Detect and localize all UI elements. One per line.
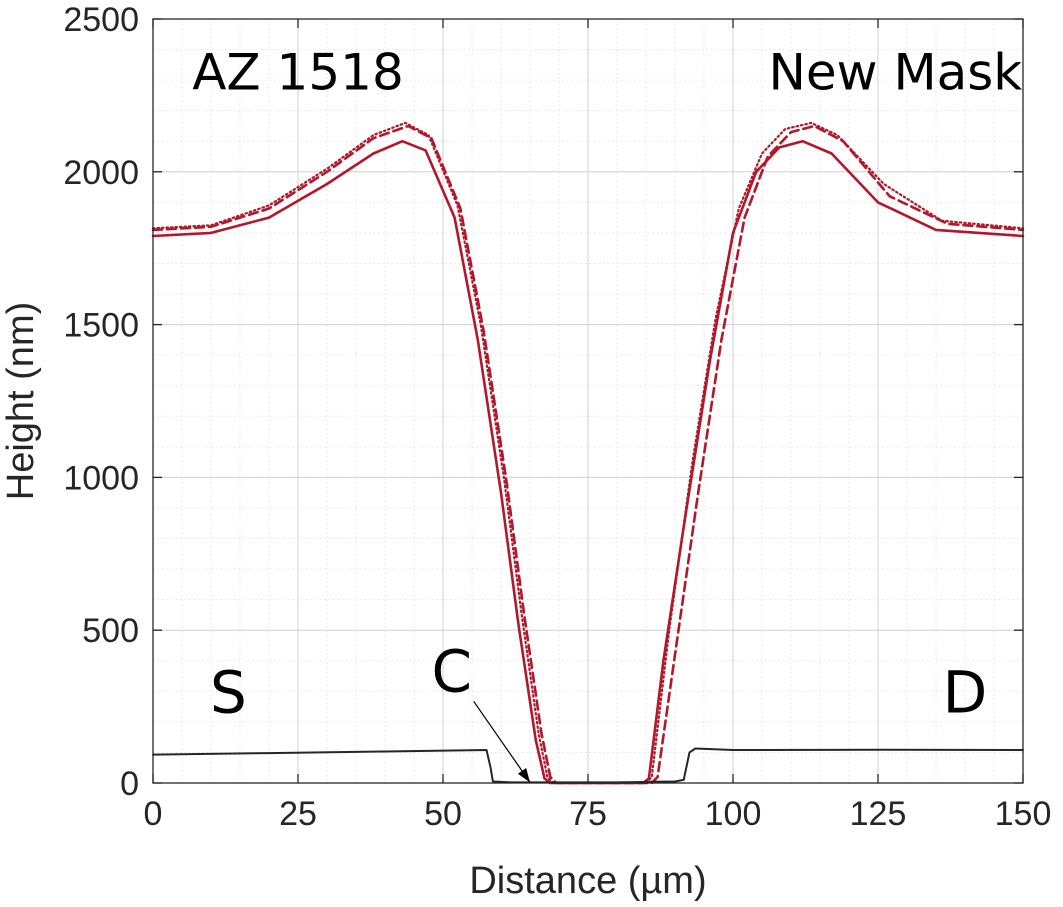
y-tick-label: 2000: [63, 154, 139, 192]
annotation-arrow-line: [473, 700, 531, 783]
x-tick-label: 50: [424, 795, 462, 833]
x-tick-label: 100: [705, 795, 762, 833]
y-tick-labels: 0 500 1000 1500 2000 2500: [63, 1, 139, 803]
x-tick-label: 25: [279, 795, 317, 833]
x-tick-label: 75: [569, 795, 607, 833]
y-tick-label: 2500: [63, 1, 139, 39]
annotation-label: D: [943, 659, 988, 727]
y-tick-label: 1500: [63, 307, 139, 345]
x-tick-label: 150: [995, 795, 1052, 833]
y-tick-label: 0: [120, 765, 139, 803]
x-tick-label: 0: [144, 795, 163, 833]
annotation-label: New Mask: [769, 43, 1023, 101]
y-tick-label: 500: [82, 612, 139, 650]
annotation-label: AZ 1518: [192, 43, 404, 101]
annotation-label: S: [210, 659, 247, 727]
major-grid: [152, 18, 1024, 784]
x-tick-label: 125: [850, 795, 907, 833]
annotations: AZ 1518 New Mask S D C: [192, 43, 1023, 783]
annotation-label: C: [431, 637, 472, 705]
tick-marks: [152, 18, 1024, 784]
x-axis-title: Distance (µm): [469, 860, 706, 902]
annotation-arrow-head: [517, 768, 530, 783]
y-tick-label: 1000: [63, 459, 139, 497]
x-tick-labels: 0 25 50 75 100 125 150: [144, 795, 1052, 833]
y-axis-title: Height (nm): [0, 302, 42, 501]
